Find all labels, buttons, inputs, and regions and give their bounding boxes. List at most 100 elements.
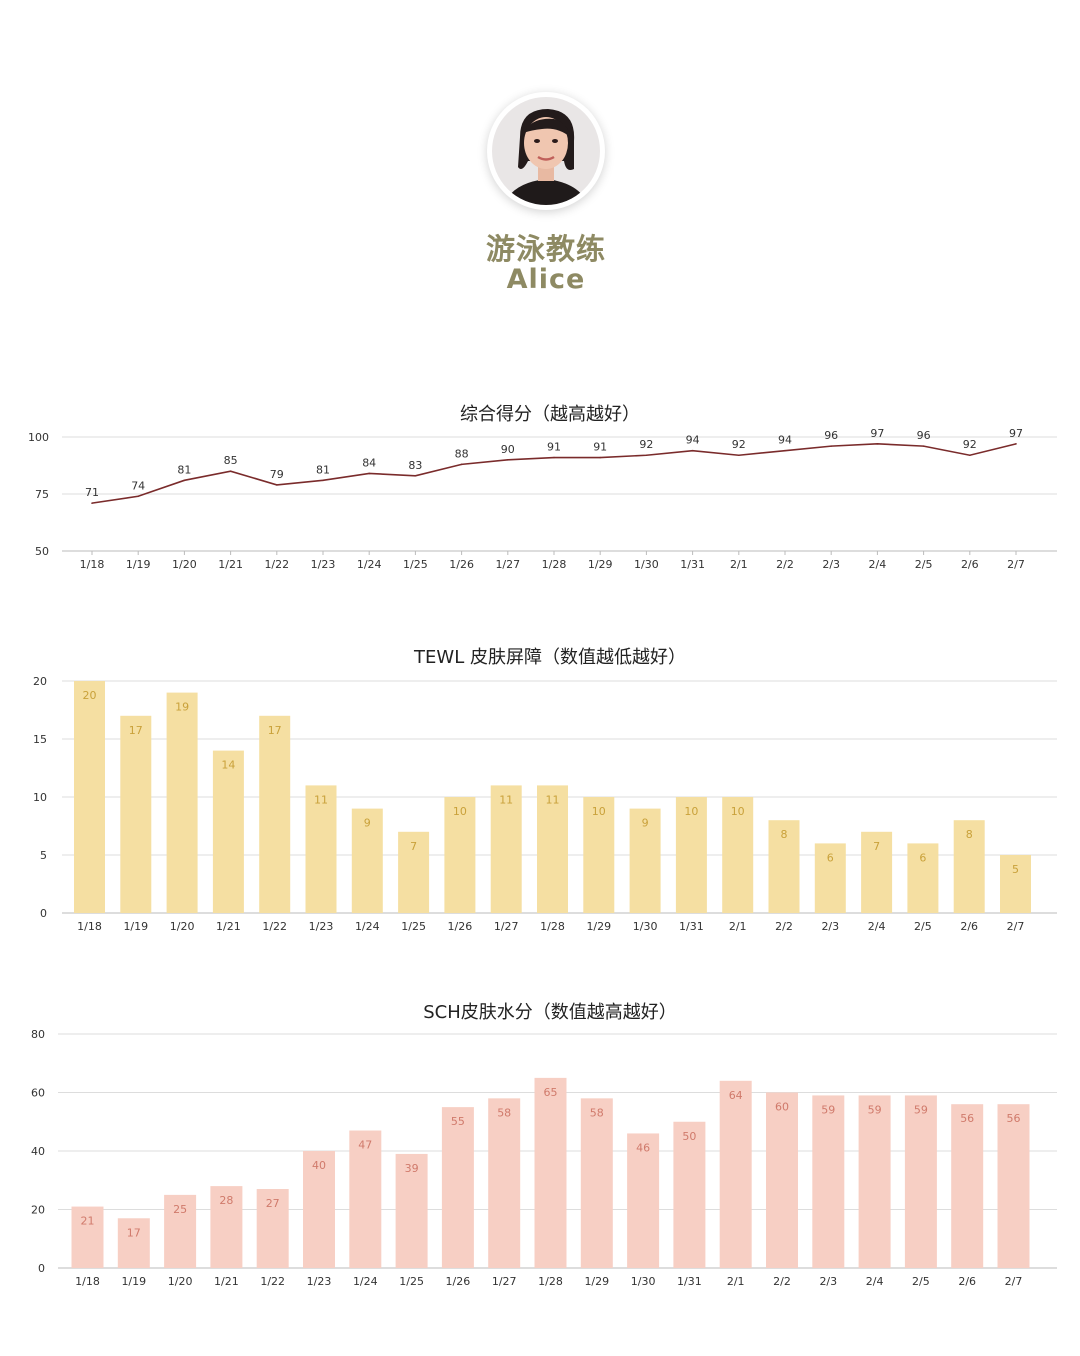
x-tick-label: 1/29 [586,920,611,933]
x-tick-label: 1/23 [309,920,334,933]
y-tick-label: 0 [40,907,47,920]
x-tick-label: 2/6 [960,920,978,933]
bar [259,715,291,913]
data-label: 59 [868,1103,882,1116]
bar [580,1098,613,1268]
data-label: 59 [914,1103,928,1116]
bar [951,1104,984,1268]
data-label: 91 [593,441,607,454]
data-label: 17 [127,1226,141,1239]
bar [861,831,893,913]
x-tick-label: 2/7 [1007,558,1025,571]
data-label: 10 [684,805,698,818]
data-label: 14 [221,759,235,772]
bar [305,785,337,913]
x-tick-label: 2/3 [822,558,840,571]
x-tick-label: 2/7 [1005,1275,1023,1288]
y-tick-label: 15 [33,733,47,746]
x-tick-label: 1/21 [214,1275,239,1288]
x-tick-label: 1/27 [494,920,519,933]
x-tick-label: 2/5 [914,920,932,933]
x-tick-label: 2/5 [912,1275,930,1288]
bar [766,1092,798,1268]
data-label: 85 [224,454,238,467]
bar [166,692,198,913]
bar [534,1077,567,1268]
bar [953,820,985,913]
data-label: 55 [451,1115,465,1128]
data-label: 28 [219,1194,233,1207]
bar [997,1104,1030,1268]
x-tick-label: 2/3 [821,920,839,933]
data-label: 39 [405,1162,419,1175]
x-tick-label: 2/2 [776,558,794,571]
y-tick-label: 10 [33,791,47,804]
data-label: 74 [131,479,145,492]
x-tick-label: 2/5 [915,558,933,571]
bar [398,831,430,913]
bar [722,797,754,913]
x-tick-label: 1/18 [75,1275,100,1288]
bar [71,1206,104,1268]
data-label: 97 [870,427,884,440]
data-label: 58 [590,1106,604,1119]
data-label: 8 [781,828,788,841]
bar [74,681,105,913]
data-label: 5 [1012,863,1019,876]
data-label: 46 [636,1141,650,1154]
x-tick-label: 1/19 [126,558,151,571]
x-tick-label: 1/26 [446,1275,471,1288]
score-chart-svg: 50 75 100 1/18 1/19 1/20 1/21 1/22 1/23 1/24 1/25 1… [28,427,1057,571]
bar [303,1151,335,1268]
data-label: 83 [408,459,422,472]
profile-name: Alice [506,264,586,295]
x-tick-label: 1/22 [260,1275,285,1288]
data-point [137,495,139,498]
x-tick-label: 1/20 [170,920,195,933]
data-label: 40 [312,1159,326,1172]
data-label: 81 [177,463,191,476]
data-label: 60 [775,1101,789,1114]
x-tick-label: 2/4 [866,1275,884,1288]
data-label: 6 [827,851,834,864]
data-label: 56 [1007,1112,1021,1125]
data-label: 10 [453,805,467,818]
x-tick-label: 2/3 [819,1275,837,1288]
x-tick-label: 1/24 [353,1275,378,1288]
y-tick-label: 0 [38,1262,45,1275]
bar [164,1194,197,1268]
data-label: 27 [266,1197,280,1210]
x-tick-label: 1/26 [449,558,474,571]
y-tick-label: 20 [33,675,47,688]
y-tick-label: 80 [31,1028,45,1041]
x-tick-label: 1/21 [218,558,243,571]
data-point [876,443,879,445]
data-label: 56 [960,1112,974,1125]
bar [814,843,846,913]
data-label: 17 [268,724,282,737]
data-point [645,454,648,457]
data-label: 92 [639,438,653,451]
data-label: 8 [966,828,973,841]
data-label: 21 [81,1215,95,1228]
data-label: 96 [824,429,838,442]
data-label: 19 [175,701,189,714]
bar [627,1133,660,1268]
bar [210,1186,243,1268]
bar [444,797,476,913]
tewl-chart: TEWL 皮肤屏障（数值越低越好） 0 5 10 15 20 1/18 1/19 1/20 1/… [0,637,1080,947]
bar [719,1080,752,1268]
x-tick-label: 1/31 [679,920,704,933]
x-tick-label: 2/6 [961,558,979,571]
sch-chart: SCH皮肤水分（数值越高越好） 0 20 40 60 80 1/18 1/19 1/20 1/2… [0,992,1080,1302]
data-label: 9 [364,817,371,830]
data-label: 92 [732,438,746,451]
bar [212,750,244,913]
data-label: 88 [455,447,469,460]
data-label: 11 [499,793,513,806]
bar [395,1153,428,1268]
x-tick-label: 1/21 [216,920,241,933]
data-point [507,459,509,461]
data-point [183,479,186,482]
x-tick-label: 1/19 [123,920,148,933]
